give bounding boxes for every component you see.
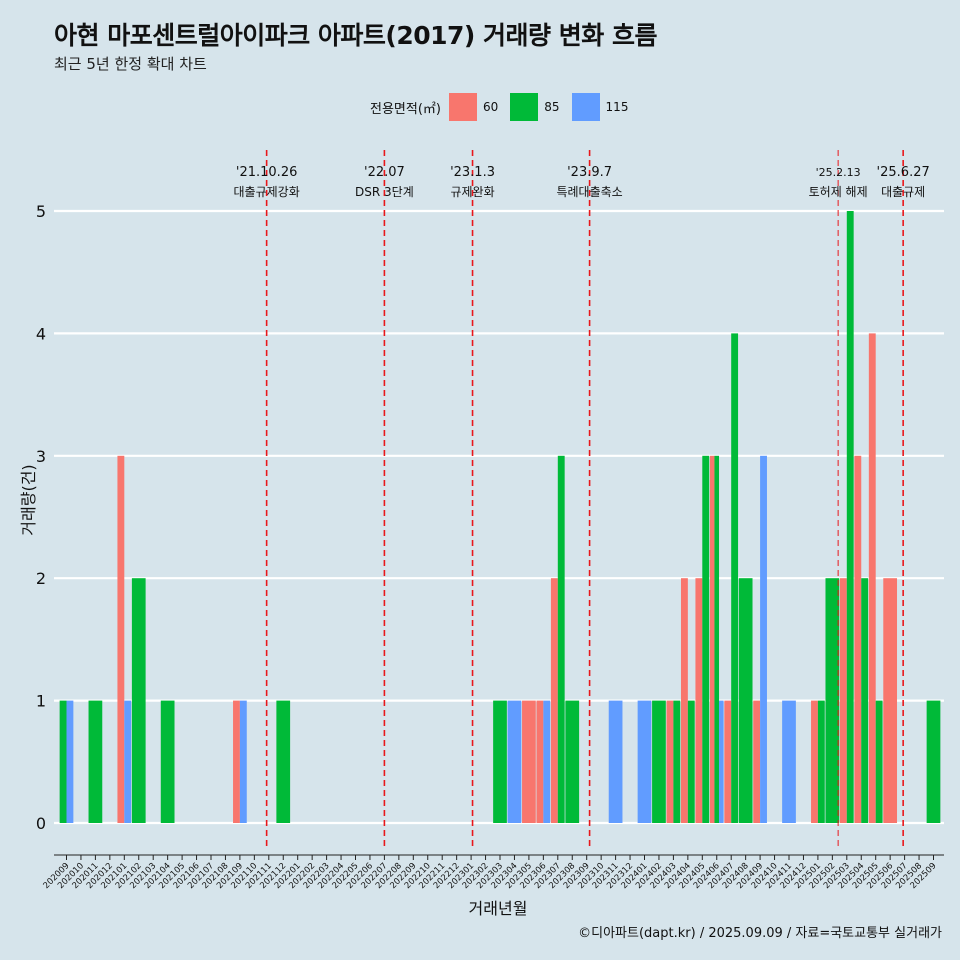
bar-85-202402 xyxy=(652,700,666,823)
bar-60-202409 xyxy=(753,700,761,823)
bar-115-202406 xyxy=(719,700,724,823)
bar-85-202504 xyxy=(861,578,869,823)
event-date: '23.9.7 xyxy=(567,165,612,180)
bar-85-202009 xyxy=(59,700,67,823)
bar-60-202405 xyxy=(695,578,703,823)
bar-85-202112 xyxy=(276,700,291,823)
bar-60-202403 xyxy=(666,700,674,823)
bar-60-202503 xyxy=(839,578,847,823)
bar-115-202101 xyxy=(124,700,132,823)
event-date: '25.2.13 xyxy=(816,166,861,179)
y-tick-label: 3 xyxy=(36,447,46,466)
legend-item-115: 115 xyxy=(571,93,629,121)
event-date: '25.6.27 xyxy=(877,165,930,180)
event-date: '23.1.3 xyxy=(450,165,495,180)
y-tick-label: 1 xyxy=(36,692,46,711)
legend-swatch-115 xyxy=(571,93,600,121)
bar-60-202505 xyxy=(868,333,876,823)
event-label: 대출규제 xyxy=(881,185,925,199)
bar-60-202306 xyxy=(536,700,544,823)
event-label: 대출규제강화 xyxy=(234,185,300,199)
bar-60-202407 xyxy=(724,700,732,823)
bar-85-202405 xyxy=(702,455,710,823)
bar-85-202501 xyxy=(817,700,825,823)
legend-label-85: 85 xyxy=(544,100,560,114)
bar-115-202306 xyxy=(543,700,551,823)
bar-115-202409 xyxy=(760,455,767,823)
bar-85-202308 xyxy=(565,700,580,823)
chart-title: 아현 마포센트럴아이파크 아파트(2017) 거래량 변화 흐름 xyxy=(54,21,657,50)
event-date: '21.10.26 xyxy=(236,165,297,180)
y-axis-title: 거래량(건) xyxy=(19,464,38,535)
bar-85-202403 xyxy=(673,700,681,823)
bar-115-202411 xyxy=(782,700,796,823)
credit-text: ©디아파트(dapt.kr) / 2025.09.09 / 자료=국토교통부 실… xyxy=(578,926,942,941)
bar-60-202506 xyxy=(883,578,898,823)
event-date: '22.07 xyxy=(364,165,405,180)
legend: 전용면적(㎡) 60 85 115 xyxy=(370,93,640,121)
bar-115-202304 xyxy=(507,700,522,823)
legend-label-60: 60 xyxy=(482,100,499,114)
bar-85-202011 xyxy=(88,700,103,823)
bar-60-202307 xyxy=(550,578,558,823)
event-label: 규제완화 xyxy=(450,185,494,199)
bar-85-202505 xyxy=(875,700,883,823)
legend-title: 전용면적(㎡) xyxy=(370,101,441,117)
y-tick-label: 4 xyxy=(36,324,46,343)
bar-60-202501 xyxy=(811,700,818,823)
bar-85-202104 xyxy=(160,700,175,823)
y-tick-label: 0 xyxy=(36,814,46,833)
legend-swatch-85 xyxy=(510,93,539,121)
legend-item-85: 85 xyxy=(510,93,560,121)
bar-85-202503 xyxy=(846,211,854,823)
event-label: DSR 3단계 xyxy=(355,185,414,199)
bar-115-202009 xyxy=(66,700,74,823)
event-label: 토허제 해제 xyxy=(809,185,868,199)
legend-item-60: 60 xyxy=(448,93,499,121)
bar-85-202404 xyxy=(687,700,695,823)
bar-85-202408 xyxy=(738,578,753,823)
bar-85-202407 xyxy=(731,333,739,823)
x-axis-title: 거래년월 xyxy=(469,899,528,918)
event-label: 특례대출축소 xyxy=(556,185,622,199)
chart-subtitle: 최근 5년 한정 확대 차트 xyxy=(54,55,207,73)
bar-115-202401 xyxy=(637,700,652,823)
y-tick-label: 2 xyxy=(36,569,46,588)
y-tick-label: 5 xyxy=(36,202,46,221)
bar-115-202109 xyxy=(239,700,247,823)
legend-swatch-60 xyxy=(448,93,477,121)
bar-85-202509 xyxy=(926,700,941,823)
bar-85-202303 xyxy=(493,700,507,823)
bar-60-202404 xyxy=(680,578,688,823)
bar-60-202504 xyxy=(854,455,862,823)
bar-60-202101 xyxy=(117,455,125,823)
bar-60-202109 xyxy=(233,700,240,823)
bar-85-202502 xyxy=(825,578,840,823)
legend-label-115: 115 xyxy=(605,100,629,114)
bar-85-202102 xyxy=(131,578,146,823)
bar-60-202305 xyxy=(522,700,536,823)
bar-60-202406 xyxy=(709,455,715,823)
bar-85-202406 xyxy=(714,455,720,823)
bar-85-202307 xyxy=(557,455,565,823)
bar-115-202311 xyxy=(608,700,623,823)
